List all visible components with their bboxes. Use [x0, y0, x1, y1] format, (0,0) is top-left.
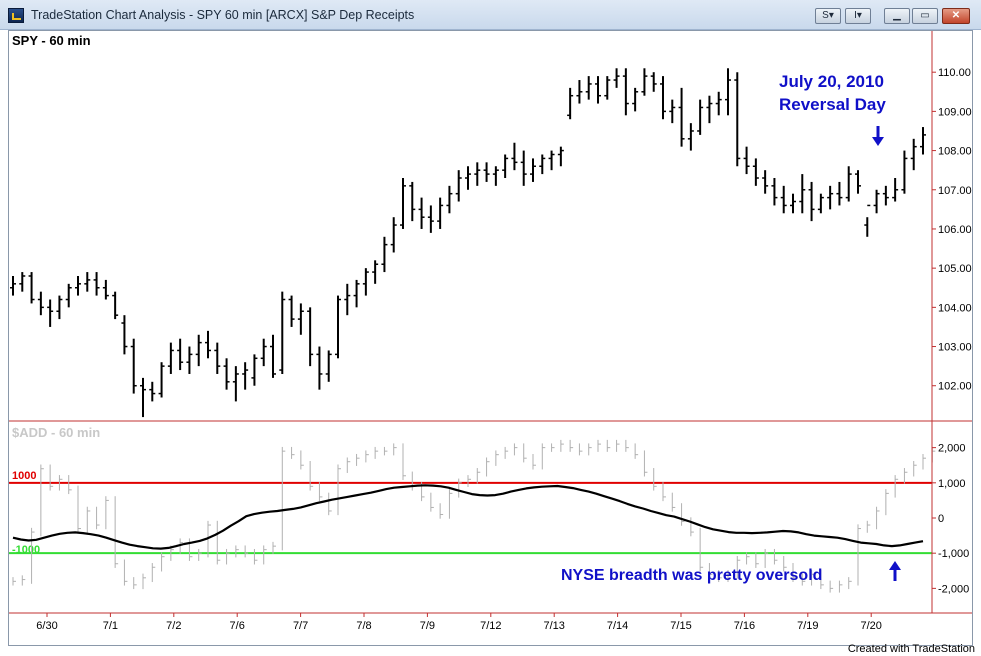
- style-menu-button[interactable]: S▾: [815, 8, 841, 24]
- annotation-reversal: Reversal Day: [779, 95, 886, 114]
- time-axis-label: 7/12: [480, 620, 501, 632]
- breadth-chart-title: $ADD - 60 min: [12, 425, 100, 440]
- price-axis-label: 108.00: [938, 146, 972, 158]
- breadth-axis-label: -2,000: [938, 583, 969, 595]
- axes: 110.00 109.00 108.00 107.00 106.00 105.00 104.…: [9, 31, 972, 632]
- breadth-axis-label: -1,000: [938, 548, 969, 560]
- annotation-oversold: NYSE breadth was pretty oversold: [561, 567, 822, 584]
- time-axis-label: 7/6: [230, 620, 245, 632]
- price-axis-label: 104.00: [938, 302, 972, 314]
- time-axis-label: 7/19: [797, 620, 818, 632]
- maximize-button[interactable]: ▭: [912, 8, 938, 24]
- time-axis-label: 7/8: [356, 620, 371, 632]
- time-axis-label: 7/15: [670, 620, 691, 632]
- time-axis-label: 7/2: [166, 620, 181, 632]
- time-axis-label: 7/7: [293, 620, 308, 632]
- dropdown-arrow-icon: ▾: [856, 10, 862, 21]
- time-axis-label: 7/16: [734, 620, 755, 632]
- time-axis-label: 7/14: [607, 620, 628, 632]
- dropdown-arrow-icon: ▾: [828, 10, 834, 21]
- close-button[interactable]: ✕: [942, 8, 970, 24]
- price-axis-label: 102.00: [938, 381, 972, 393]
- breadth-axis-label: 1,000: [938, 478, 966, 490]
- minimize-icon: ▁: [893, 10, 901, 21]
- up-arrow-icon: [889, 561, 901, 581]
- close-icon: ✕: [951, 10, 961, 21]
- breadth-axis-label: 0: [938, 513, 944, 525]
- time-axis-label: 7/1: [103, 620, 118, 632]
- down-arrow-icon: [872, 126, 884, 146]
- chart-canvas[interactable]: 1000 -1000 110.00 109.00 108.00 107.00 106.00…: [9, 31, 972, 645]
- tradestation-app-icon: [8, 8, 24, 23]
- maximize-icon: ▭: [920, 10, 930, 21]
- price-axis-label: 106.00: [938, 224, 972, 236]
- price-axis-label: 103.00: [938, 342, 972, 354]
- breadth-axis-label: 2,000: [938, 443, 966, 455]
- price-axis-label: 105.00: [938, 263, 972, 275]
- breadth-smoothed-line: [12, 484, 924, 550]
- style-menu-label: S: [822, 10, 829, 21]
- time-axis-label: 7/13: [543, 620, 564, 632]
- annotation-date: July 20, 2010: [779, 72, 884, 91]
- indicator-menu-label: I: [854, 10, 857, 21]
- reference-line-label: 1000: [12, 470, 36, 482]
- indicator-menu-button[interactable]: I▾: [845, 8, 871, 24]
- time-axis-label: 6/30: [36, 620, 57, 632]
- time-axis-label: 7/20: [860, 620, 881, 632]
- breadth-pane: 1000 -1000: [9, 439, 936, 593]
- price-pane: [10, 68, 926, 418]
- price-axis-label: 107.00: [938, 185, 972, 197]
- time-axis-label: 7/9: [420, 620, 435, 632]
- minimize-button[interactable]: ▁: [884, 8, 910, 24]
- chart-window: 1000 -1000 110.00 109.00 108.00 107.00 106.00…: [8, 30, 973, 646]
- price-chart-title: SPY - 60 min: [12, 33, 91, 48]
- reference-line-label: -1000: [12, 544, 40, 556]
- price-axis-label: 109.00: [938, 106, 972, 118]
- title-bar: TradeStation Chart Analysis - SPY 60 min…: [0, 0, 981, 30]
- footer-credit: Created with TradeStation: [847, 643, 975, 655]
- window-title: TradeStation Chart Analysis - SPY 60 min…: [31, 8, 415, 22]
- price-axis-label: 110.00: [938, 67, 971, 79]
